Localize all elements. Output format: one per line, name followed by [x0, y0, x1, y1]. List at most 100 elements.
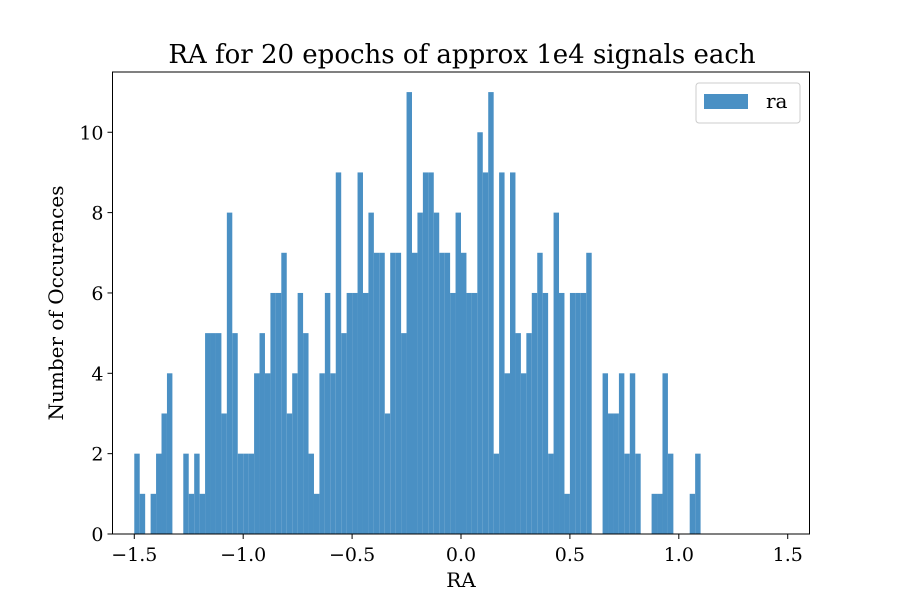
histogram-bar [134, 453, 140, 534]
histogram-bar [237, 453, 244, 534]
histogram-bar [608, 413, 614, 534]
histogram-bar [542, 292, 549, 534]
histogram-bar [629, 373, 636, 534]
histogram-bar [221, 413, 227, 534]
histogram-bar [205, 333, 211, 534]
histogram-bar [482, 172, 489, 534]
histogram-bar [635, 453, 641, 534]
x-tick-label: 1.0 [664, 544, 694, 566]
histogram-bar [384, 413, 391, 534]
histogram-bar [667, 453, 674, 534]
histogram-bar [613, 413, 619, 534]
histogram-bar [510, 172, 516, 534]
histogram-bar [308, 453, 314, 534]
histogram-bar [411, 252, 418, 535]
histogram-bar [395, 252, 402, 535]
histogram-bar [156, 453, 162, 534]
histogram-bar [433, 212, 440, 534]
histogram-bar [341, 333, 347, 534]
histogram-bar [466, 292, 472, 534]
legend-label-ra: ra [766, 89, 788, 113]
histogram-bar [477, 132, 483, 534]
histogram-bar [657, 493, 663, 534]
histogram-bar [150, 493, 157, 534]
histogram-bar [531, 292, 538, 534]
histogram-bar [444, 252, 451, 535]
histogram-bar [662, 373, 668, 534]
histogram-bar [618, 373, 625, 534]
histogram-bar [313, 493, 320, 534]
histogram-bar [297, 292, 304, 534]
histogram-bar [689, 493, 696, 534]
x-axis-label: RA [446, 568, 476, 592]
histogram-bar [493, 453, 500, 534]
histogram-bar [352, 292, 358, 534]
histogram-bar [390, 252, 396, 535]
histogram-bar [428, 172, 434, 534]
histogram-bar [183, 453, 189, 534]
histogram-bar [439, 252, 445, 535]
histogram-bar [553, 212, 560, 534]
histogram-bar [319, 373, 325, 534]
histogram-bar [188, 493, 195, 534]
histogram-bar [537, 252, 543, 535]
histogram-bar [504, 373, 511, 534]
histogram-bar [455, 212, 461, 534]
histogram-bar [575, 292, 581, 534]
x-axis-ticks: −1.5 −1.0 −0.5 0.0 0.5 1.0 1.5 [111, 534, 803, 566]
histogram-bar [281, 252, 287, 535]
histogram-bar [422, 172, 429, 534]
y-tick-label: 0 [91, 524, 103, 546]
histogram-bar [254, 373, 260, 534]
histogram-bar [166, 373, 173, 534]
histogram-bar [624, 453, 630, 534]
histogram-bar [357, 172, 363, 534]
histogram-bar [515, 333, 521, 534]
histogram-bar [286, 413, 293, 534]
histogram-bar [210, 333, 216, 534]
y-axis-ticks: 0 2 4 6 8 10 [79, 122, 113, 546]
x-tick-label: 1.5 [773, 544, 803, 566]
x-tick-label: −0.5 [329, 544, 375, 566]
histogram-bar [303, 333, 309, 534]
histogram-bar [373, 252, 380, 535]
histogram-bar [417, 212, 423, 534]
histogram-bar [243, 453, 249, 534]
histogram-bar [559, 292, 565, 534]
y-tick-label: 8 [91, 203, 103, 225]
x-tick-label: −1.5 [111, 544, 157, 566]
y-tick-label: 10 [79, 122, 103, 144]
histogram-bar [499, 172, 505, 534]
histogram-bar [695, 453, 701, 534]
histogram-bar [264, 373, 271, 534]
histogram-bar [335, 172, 342, 534]
histogram-bar [526, 333, 532, 534]
histogram-bar [471, 292, 478, 534]
histogram-bar [139, 493, 146, 534]
histogram-bar [275, 292, 282, 534]
histogram-bar [324, 292, 331, 534]
histogram-bar [651, 493, 658, 534]
histogram-bar [248, 453, 255, 534]
histogram-bar [569, 292, 576, 534]
y-tick-label: 4 [91, 363, 103, 385]
histogram-bar [406, 92, 412, 534]
legend-swatch [704, 94, 748, 109]
histogram-bar [548, 453, 554, 534]
x-tick-label: 0.5 [555, 544, 585, 566]
histogram-bar [215, 333, 222, 534]
y-tick-label: 2 [91, 444, 103, 466]
y-tick-label: 6 [91, 283, 103, 305]
x-tick-label: −1.0 [220, 544, 266, 566]
histogram-bar [194, 453, 200, 534]
x-tick-label: 0.0 [446, 544, 476, 566]
histogram-bar [602, 373, 609, 534]
histogram-bar [450, 292, 456, 534]
histogram-bar [259, 333, 265, 534]
y-axis-label: Number of Occurences [44, 186, 68, 421]
histogram-bar [368, 212, 374, 534]
histogram-bar [564, 493, 570, 534]
histogram-bar [270, 292, 276, 534]
histogram-bar [199, 493, 206, 534]
